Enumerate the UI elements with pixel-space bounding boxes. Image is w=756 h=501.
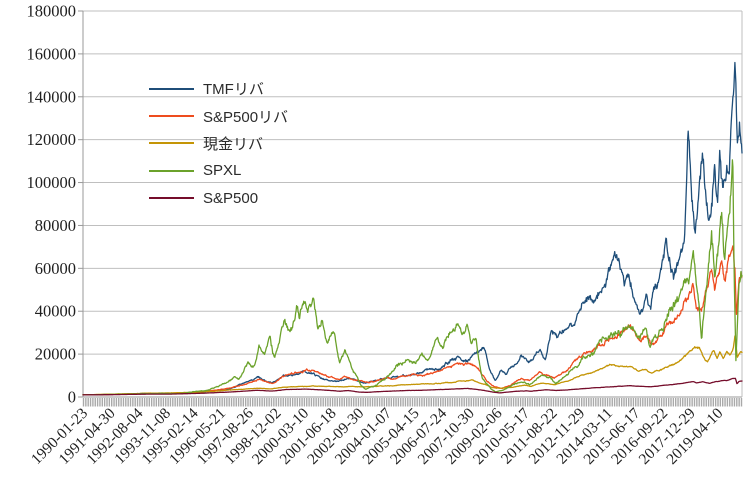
legend-item-tmf-riba: TMFリバ <box>149 75 288 102</box>
x-minor-tick-band <box>82 398 743 407</box>
legend-line-swatch <box>149 87 194 90</box>
legend-label: S&P500リバ <box>203 108 289 126</box>
legend-item-spxl: SPXL <box>149 157 288 184</box>
y-axis-label: 120000 <box>27 130 77 149</box>
y-axis-label: 180000 <box>27 2 77 21</box>
legend-item-sp500-riba: S&P500リバ <box>149 102 288 129</box>
y-axis-label: 20000 <box>35 345 76 364</box>
series-line-4 <box>82 159 743 396</box>
legend-label: TMFリバ <box>203 81 264 99</box>
legend-label: S&P500 <box>203 189 259 207</box>
legend-line-swatch <box>149 142 194 145</box>
legend-label: SPXL <box>203 162 242 180</box>
legend-line-swatch <box>149 115 194 118</box>
y-axis-label: 140000 <box>27 87 77 106</box>
y-axis-label: 80000 <box>35 216 76 235</box>
y-axis-label: 0 <box>68 388 76 407</box>
y-axis-label: 60000 <box>35 259 76 278</box>
series-line-5 <box>82 377 743 396</box>
legend-label: 現金リバ <box>203 135 264 153</box>
legend: TMFリバ S&P500リバ 現金リバ SPXL S&P500 <box>149 75 288 212</box>
legend-item-sp500: S&P500 <box>149 185 288 212</box>
legend-item-genkin-riba: 現金リバ <box>149 130 288 157</box>
y-axis-label: 100000 <box>27 173 77 192</box>
y-axis-label: 40000 <box>35 302 76 321</box>
legend-line-swatch <box>149 197 194 200</box>
legend-line-swatch <box>149 169 194 172</box>
y-axis-label: 160000 <box>27 44 77 63</box>
